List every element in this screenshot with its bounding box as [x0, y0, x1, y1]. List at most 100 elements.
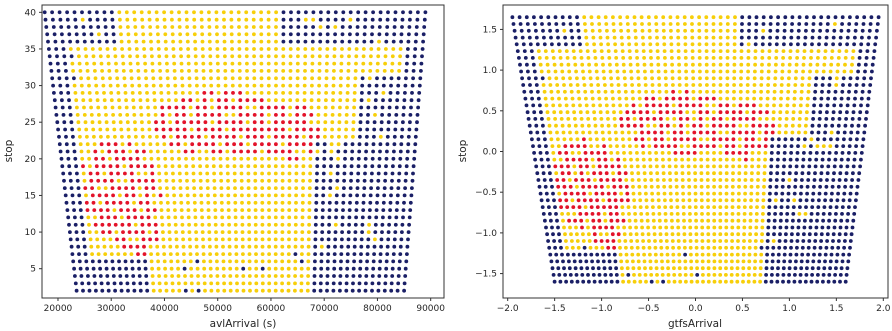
scatter-point	[73, 156, 78, 161]
scatter-point	[232, 134, 236, 139]
scatter-point	[90, 47, 95, 51]
scatter-point	[407, 127, 412, 132]
scatter-point	[252, 91, 257, 95]
scatter-point	[159, 208, 164, 213]
scatter-point	[764, 273, 768, 277]
scatter-point	[781, 56, 785, 60]
scatter-point	[194, 69, 199, 73]
scatter-point	[167, 113, 172, 117]
scatter-point	[157, 274, 162, 278]
x-tick-label: 30000	[97, 304, 126, 314]
scatter-point	[825, 28, 830, 33]
scatter-point	[280, 142, 285, 147]
scatter-point	[825, 103, 830, 108]
scatter-point	[152, 200, 157, 205]
scatter-point	[545, 198, 550, 203]
scatter-point	[807, 164, 812, 169]
scatter-point	[63, 127, 67, 132]
scatter-point	[564, 198, 569, 203]
scatter-point	[659, 245, 664, 250]
scatter-point	[281, 134, 285, 139]
scatter-point	[730, 184, 735, 189]
scatter-point	[632, 198, 636, 203]
scatter-point	[260, 215, 265, 220]
scatter-point	[406, 39, 411, 44]
scatter-point	[718, 273, 723, 277]
scatter-point	[853, 28, 858, 33]
scatter-point	[781, 279, 785, 284]
scatter-point	[681, 184, 685, 189]
scatter-point	[176, 134, 180, 139]
scatter-point	[827, 218, 831, 223]
scatter-point	[361, 69, 365, 73]
scatter-point	[843, 56, 848, 60]
scatter-point	[64, 69, 68, 73]
scatter-point	[100, 288, 105, 293]
scatter-point	[547, 22, 552, 26]
scatter-point	[273, 186, 278, 191]
scatter-point	[553, 69, 558, 74]
scatter-point	[281, 98, 285, 103]
scatter-point	[812, 15, 816, 20]
scatter-point	[666, 137, 671, 142]
scatter-point	[234, 266, 239, 271]
scatter-point	[78, 208, 83, 213]
scatter-point	[555, 259, 560, 264]
scatter-point	[539, 198, 544, 203]
scatter-point	[293, 252, 298, 256]
scatter-point	[642, 252, 646, 257]
scatter-point	[384, 164, 388, 169]
scatter-point	[570, 239, 574, 243]
scatter-point	[360, 230, 364, 235]
scatter-point	[637, 273, 642, 277]
scatter-point	[170, 164, 175, 169]
scatter-point	[189, 281, 194, 286]
scatter-point	[219, 193, 224, 198]
scatter-point	[725, 117, 729, 121]
scatter-point	[247, 266, 252, 271]
scatter-point	[370, 171, 374, 176]
scatter-point	[790, 232, 794, 237]
scatter-point	[806, 178, 811, 182]
scatter-point	[344, 288, 349, 293]
scatter-point	[649, 273, 654, 277]
scatter-point	[663, 69, 668, 74]
scatter-point	[738, 110, 743, 115]
scatter-point	[560, 212, 564, 216]
scatter-point	[755, 184, 760, 189]
scatter-point	[783, 245, 787, 250]
scatter-point	[396, 281, 401, 286]
scatter-point	[125, 281, 130, 286]
scatter-point	[289, 25, 293, 29]
scatter-point	[160, 222, 165, 227]
scatter-point	[856, 69, 860, 74]
scatter-point	[207, 39, 212, 44]
scatter-point	[733, 22, 737, 26]
scatter-point	[797, 117, 802, 121]
scatter-point	[404, 164, 409, 169]
scatter-point	[766, 69, 771, 74]
scatter-point	[685, 103, 689, 108]
scatter-point	[654, 28, 659, 33]
scatter-point	[672, 110, 676, 115]
scatter-point	[561, 130, 566, 135]
scatter-point	[260, 208, 265, 213]
scatter-point	[867, 35, 871, 40]
scatter-point	[412, 156, 417, 161]
scatter-point	[134, 134, 138, 139]
scatter-point	[132, 200, 136, 205]
scatter-point	[830, 191, 834, 196]
scatter-point	[809, 279, 814, 284]
scatter-point	[210, 105, 214, 110]
scatter-point	[97, 193, 102, 198]
scatter-point	[123, 91, 128, 95]
scatter-point	[341, 193, 346, 198]
scatter-point	[612, 245, 616, 250]
scatter-point	[530, 96, 534, 101]
scatter-point	[570, 198, 575, 203]
scatter-point	[553, 15, 558, 20]
scatter-point	[558, 103, 562, 108]
scatter-point	[145, 288, 150, 293]
scatter-point	[144, 186, 149, 191]
scatter-point	[541, 83, 546, 87]
